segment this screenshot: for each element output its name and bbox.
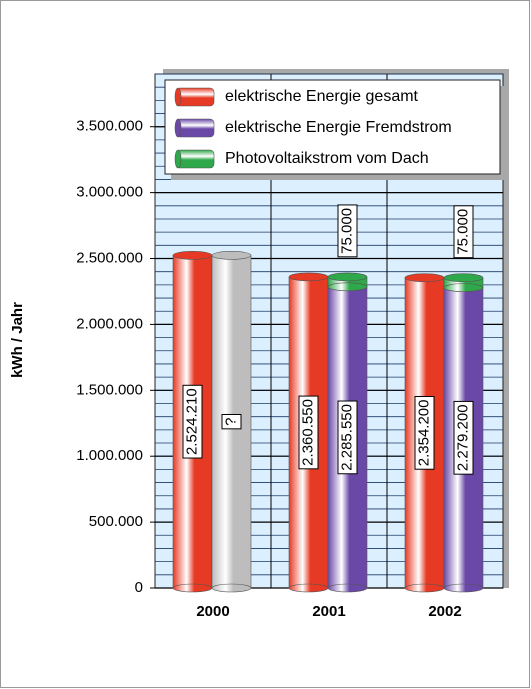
value-label: 2.285.550 xyxy=(338,404,355,471)
x-tick-label: 2002 xyxy=(428,603,461,620)
bar-cap xyxy=(211,251,252,260)
legend-swatch-cap xyxy=(174,118,182,138)
bar-cap xyxy=(288,272,329,282)
value-label-box xyxy=(453,205,474,259)
y-axis-label: kWh / Jahr xyxy=(9,302,26,378)
y-tick-label: 2.500.000 xyxy=(76,249,143,266)
x-tick-label: 2001 xyxy=(312,603,345,620)
legend-swatch xyxy=(175,87,215,107)
y-tick-label: 1.500.000 xyxy=(76,381,143,398)
value-label: 75.000 xyxy=(454,209,471,255)
x-tick-label: 2000 xyxy=(196,603,229,620)
value-label-box xyxy=(221,413,242,430)
bar-bottom xyxy=(288,583,329,593)
bar-cap xyxy=(172,251,213,260)
value-label: 2.524.210 xyxy=(183,388,200,455)
bar-cap xyxy=(327,272,368,282)
bar-bottom xyxy=(327,282,368,292)
value-label-box xyxy=(453,400,474,475)
legend-swatch-cap xyxy=(174,149,182,169)
y-tick-label: 1.000.000 xyxy=(76,447,143,464)
value-label: 2.360.550 xyxy=(299,399,316,466)
legend-label: elektrische Energie Fremdstrom xyxy=(225,119,452,136)
value-label-box xyxy=(182,384,203,459)
bar-cap xyxy=(443,273,484,283)
value-label-box xyxy=(414,395,435,470)
value-label: 75.000 xyxy=(338,208,355,254)
y-tick-label: 0 xyxy=(135,579,143,596)
bar-bottom xyxy=(404,583,445,593)
bar-bottom xyxy=(172,583,213,593)
bar-cap xyxy=(404,273,445,283)
value-label-box xyxy=(337,204,358,258)
legend-label: elektrische Energie gesamt xyxy=(225,88,419,105)
y-tick-label: 2.000.000 xyxy=(76,315,143,332)
legend-swatch xyxy=(175,118,215,138)
legend-swatch-cap xyxy=(174,87,182,107)
value-label-box xyxy=(337,400,358,475)
y-tick-label: 3.000.000 xyxy=(76,184,143,201)
y-tick-label: 500.000 xyxy=(89,513,143,530)
value-label: 2.279.200 xyxy=(454,404,471,471)
legend-swatch xyxy=(175,149,215,169)
value-label: 2.354.200 xyxy=(415,399,432,466)
legend-label: Photovoltaikstrom vom Dach xyxy=(225,150,429,167)
legend xyxy=(164,79,501,175)
value-label-box xyxy=(298,395,319,470)
value-label: ? xyxy=(222,417,239,425)
bar-bottom xyxy=(327,583,368,593)
y-tick-label: 3.500.000 xyxy=(76,118,143,135)
bar-bottom xyxy=(443,583,484,593)
bar-bottom xyxy=(211,583,252,593)
bar-bottom xyxy=(443,283,484,292)
